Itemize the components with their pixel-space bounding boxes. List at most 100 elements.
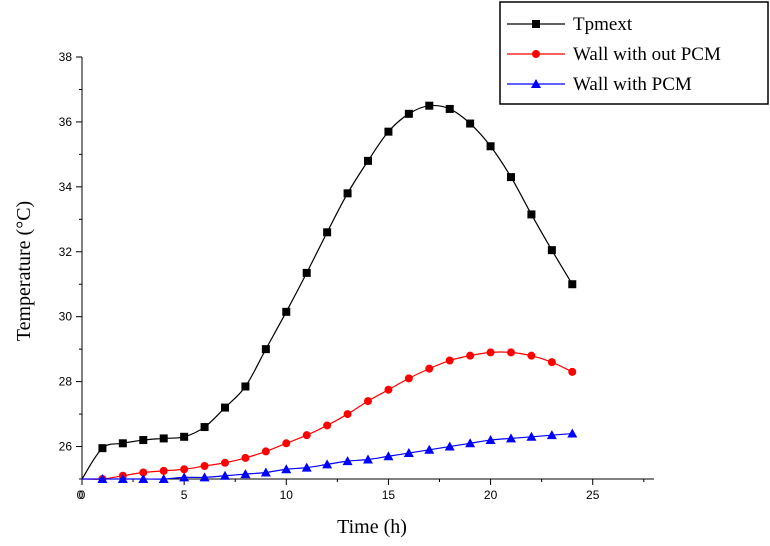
data-point (343, 410, 352, 419)
data-point (466, 351, 475, 360)
data-point (404, 374, 413, 383)
y-tick-label: 32 (59, 245, 73, 259)
data-point (527, 210, 536, 219)
data-point (240, 469, 251, 479)
data-point (159, 466, 168, 475)
data-point (98, 444, 107, 453)
data-point (323, 228, 332, 237)
data-point (403, 448, 414, 458)
series-triangle (81, 428, 578, 483)
data-point (260, 467, 271, 477)
data-point (302, 431, 311, 440)
data-point (383, 451, 394, 461)
data-point (567, 428, 578, 438)
data-point (180, 465, 189, 474)
data-point (118, 439, 127, 448)
data-point (282, 307, 291, 316)
data-point (527, 351, 536, 360)
y-tick-label: 38 (59, 50, 73, 64)
data-point (425, 364, 434, 373)
data-point (139, 436, 148, 445)
data-point (281, 464, 292, 474)
data-point (261, 447, 270, 456)
data-point (261, 345, 270, 354)
data-point (445, 104, 454, 113)
x-tick-label: 5 (181, 488, 188, 502)
axes (81, 57, 654, 480)
data-point (424, 444, 435, 454)
data-point (323, 421, 332, 430)
data-point (159, 434, 168, 443)
data-point (444, 441, 455, 451)
data-point (343, 189, 352, 198)
data-point (221, 458, 229, 467)
legend-marker (531, 79, 541, 88)
data-point (363, 454, 373, 464)
data-point (221, 403, 229, 412)
x-ticks: 0 5 10 15 20 25 (79, 479, 645, 502)
series-circle (81, 348, 577, 483)
data-point (364, 156, 372, 165)
y-tick-label: 26 (59, 440, 73, 454)
series-line (81, 432, 573, 480)
data-point (138, 474, 149, 483)
legend-marker (532, 50, 540, 58)
data-point (364, 397, 372, 406)
y-axis-title: Temperature (°C) (13, 201, 35, 341)
legend-marker (532, 20, 540, 28)
x-origin-label: 0 (77, 488, 84, 502)
data-point (465, 438, 476, 448)
legend-box (499, 1, 769, 105)
data-point (507, 173, 515, 182)
data-point (199, 472, 210, 482)
data-point (507, 348, 515, 357)
data-point (200, 423, 209, 432)
data-point (117, 474, 128, 483)
x-tick-label: 20 (484, 488, 498, 502)
data-point (384, 127, 393, 136)
x-tick-label: 10 (280, 488, 294, 502)
data-point (302, 268, 311, 277)
data-point (546, 430, 557, 440)
data-point (445, 356, 454, 365)
legend: Tpmext Wall with out PCM Wall with PCM (499, 1, 769, 105)
legend-label: Tpmext (573, 14, 633, 35)
data-point (241, 382, 250, 391)
y-tick-label: 34 (59, 180, 73, 194)
data-point (322, 459, 333, 469)
data-point (506, 433, 516, 443)
data-point (158, 474, 169, 483)
legend-label: Wall with PCM (573, 74, 692, 95)
data-point (425, 101, 434, 110)
data-point (526, 431, 537, 441)
data-point (282, 439, 291, 448)
data-point (547, 246, 556, 255)
data-point (241, 453, 250, 462)
series-square (81, 101, 577, 480)
x-tick-label: 0 (79, 488, 86, 502)
plot-series (81, 101, 578, 483)
data-point (547, 358, 556, 367)
legend-label: Wall with out PCM (573, 44, 721, 65)
data-point (97, 474, 108, 483)
data-point (139, 468, 148, 477)
data-point (486, 142, 495, 151)
y-tick-label: 28 (59, 375, 73, 389)
data-point (466, 119, 475, 128)
y-tick-label: 30 (59, 310, 73, 324)
data-point (301, 462, 312, 472)
data-point (384, 385, 393, 394)
data-point (179, 472, 190, 482)
data-point (342, 456, 353, 466)
y-ticks: 0 26 28 30 32 34 36 38 (59, 50, 84, 502)
y-tick-label: 36 (59, 115, 73, 129)
data-point (404, 109, 413, 118)
x-tick-label: 15 (382, 488, 396, 502)
x-tick-label: 25 (586, 488, 600, 502)
data-point (568, 280, 577, 289)
data-point (485, 435, 496, 445)
data-point (486, 348, 495, 357)
data-point (220, 470, 230, 480)
data-point (180, 432, 189, 441)
